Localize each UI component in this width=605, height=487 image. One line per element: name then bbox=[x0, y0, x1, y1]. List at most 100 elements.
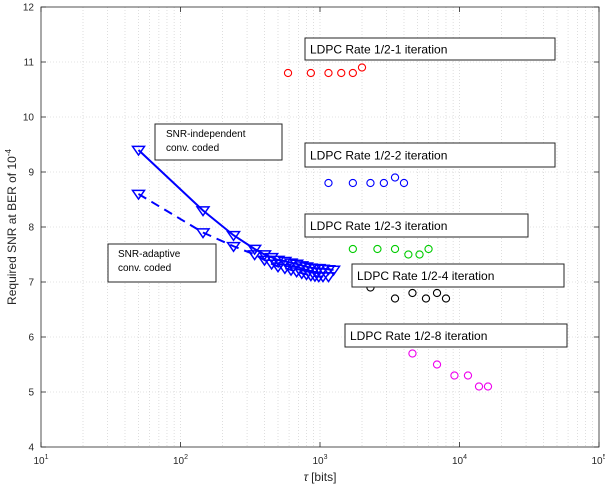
x-tick-exp: 5 bbox=[603, 454, 605, 461]
y-axis-label: Required SNR at BER of 10-4 bbox=[4, 149, 19, 305]
y-tick-label: 10 bbox=[23, 113, 35, 124]
data-point bbox=[348, 68, 358, 78]
data-point bbox=[463, 371, 473, 380]
data-point bbox=[390, 244, 400, 254]
data-point bbox=[366, 178, 375, 188]
data-point bbox=[226, 230, 241, 242]
data-point bbox=[337, 68, 346, 78]
data-point bbox=[321, 272, 336, 283]
series-label-ldpc2: LDPC Rate 1/2-2 iteration bbox=[310, 149, 447, 163]
x-tick-base: 10 bbox=[591, 456, 603, 467]
data-point bbox=[441, 294, 451, 303]
data-point bbox=[421, 294, 431, 303]
x-tick-label: 104 bbox=[452, 454, 467, 467]
data-point bbox=[264, 259, 280, 271]
y-tick-label: 6 bbox=[28, 333, 34, 344]
series-label-snr_independent-line: conv. coded bbox=[166, 143, 219, 154]
data-point bbox=[408, 349, 417, 358]
data-point bbox=[408, 288, 417, 298]
x-tick-label: 102 bbox=[173, 454, 188, 467]
x-tick-base: 10 bbox=[452, 456, 464, 467]
series-label-box bbox=[344, 323, 568, 348]
series-label-box bbox=[304, 142, 556, 168]
x-tick-label: 101 bbox=[33, 454, 48, 467]
data-point bbox=[289, 267, 305, 278]
x-tick-base: 10 bbox=[312, 456, 324, 467]
series-label-box bbox=[107, 243, 217, 283]
x-tick-base: 10 bbox=[173, 456, 185, 467]
x-axis-symbol: τ bbox=[304, 470, 310, 484]
series-label-ldpc8: LDPC Rate 1/2-8 iteration bbox=[350, 329, 487, 343]
series-ldpc2 bbox=[324, 173, 409, 188]
data-point bbox=[373, 244, 382, 254]
x-tick-exp: 1 bbox=[45, 454, 49, 461]
series-ldpc3 bbox=[348, 244, 433, 259]
data-point bbox=[357, 63, 367, 72]
series-label-ldpc3: LDPC Rate 1/2-3 iteration bbox=[310, 219, 447, 233]
series-label-box bbox=[351, 263, 565, 288]
y-tick-label: 12 bbox=[23, 3, 35, 14]
data-point bbox=[289, 259, 305, 271]
x-tick-label: 103 bbox=[312, 454, 327, 467]
data-point bbox=[131, 189, 146, 201]
data-point bbox=[283, 258, 299, 270]
data-point bbox=[326, 265, 341, 277]
data-point bbox=[390, 294, 400, 303]
series-label-box bbox=[304, 213, 529, 238]
series-label-ldpc4: LDPC Rate 1/2-4 iteration bbox=[357, 269, 494, 283]
y-tick-label: 9 bbox=[28, 168, 34, 179]
data-point bbox=[195, 206, 211, 217]
data-point bbox=[483, 382, 493, 391]
series-ldpc1 bbox=[283, 63, 367, 78]
y-axis-label-text: Required SNR at BER of 10 bbox=[5, 156, 19, 305]
data-point bbox=[390, 173, 400, 182]
x-axis-unit: [bits] bbox=[311, 470, 336, 484]
data-point bbox=[348, 178, 358, 188]
data-point bbox=[294, 268, 310, 280]
data-point bbox=[415, 250, 424, 259]
data-point bbox=[277, 263, 293, 275]
data-point bbox=[131, 145, 146, 157]
x-axis-label: τ [bits] bbox=[304, 470, 337, 484]
data-point bbox=[450, 371, 459, 380]
y-tick-label: 5 bbox=[28, 388, 34, 399]
data-point bbox=[283, 265, 299, 277]
data-point bbox=[195, 228, 211, 239]
series bbox=[131, 63, 493, 391]
series-ldpc8 bbox=[408, 349, 493, 391]
series-label-ldpc1: LDPC Rate 1/2-1 iteration bbox=[310, 43, 447, 57]
data-point bbox=[294, 261, 310, 272]
series-label-box bbox=[304, 37, 556, 61]
y-tick-label: 7 bbox=[28, 278, 34, 289]
x-tick-exp: 3 bbox=[324, 454, 328, 461]
x-tick-exp: 4 bbox=[463, 454, 467, 461]
data-point bbox=[283, 68, 293, 78]
data-point bbox=[348, 244, 358, 254]
data-point bbox=[226, 241, 241, 253]
y-tick-label: 4 bbox=[28, 443, 34, 454]
series-label-snr_adaptive-line: conv. coded bbox=[118, 263, 171, 274]
y-tick-label: 11 bbox=[24, 58, 35, 69]
series-label-snr_adaptive-line: SNR-adaptive bbox=[118, 249, 181, 260]
data-point bbox=[432, 360, 442, 369]
x-tick-label: 105 bbox=[591, 454, 605, 467]
data-point bbox=[324, 68, 333, 78]
data-point bbox=[299, 269, 314, 281]
x-tick-exp: 2 bbox=[184, 454, 188, 461]
data-point bbox=[379, 178, 389, 188]
series-snr_adaptive bbox=[131, 189, 336, 283]
data-point bbox=[247, 250, 263, 261]
series-label-box bbox=[154, 123, 283, 161]
data-point bbox=[399, 178, 409, 188]
x-tick-base: 10 bbox=[33, 456, 45, 467]
data-point bbox=[424, 244, 433, 254]
y-tick-label: 8 bbox=[28, 223, 34, 234]
series-labels: SNR-independent conv. coded SNR-adaptive co… bbox=[107, 37, 568, 348]
y-axis-label-exponent: -4 bbox=[4, 149, 13, 157]
data-point bbox=[324, 178, 333, 188]
data-point bbox=[404, 250, 413, 259]
data-point bbox=[277, 256, 293, 268]
